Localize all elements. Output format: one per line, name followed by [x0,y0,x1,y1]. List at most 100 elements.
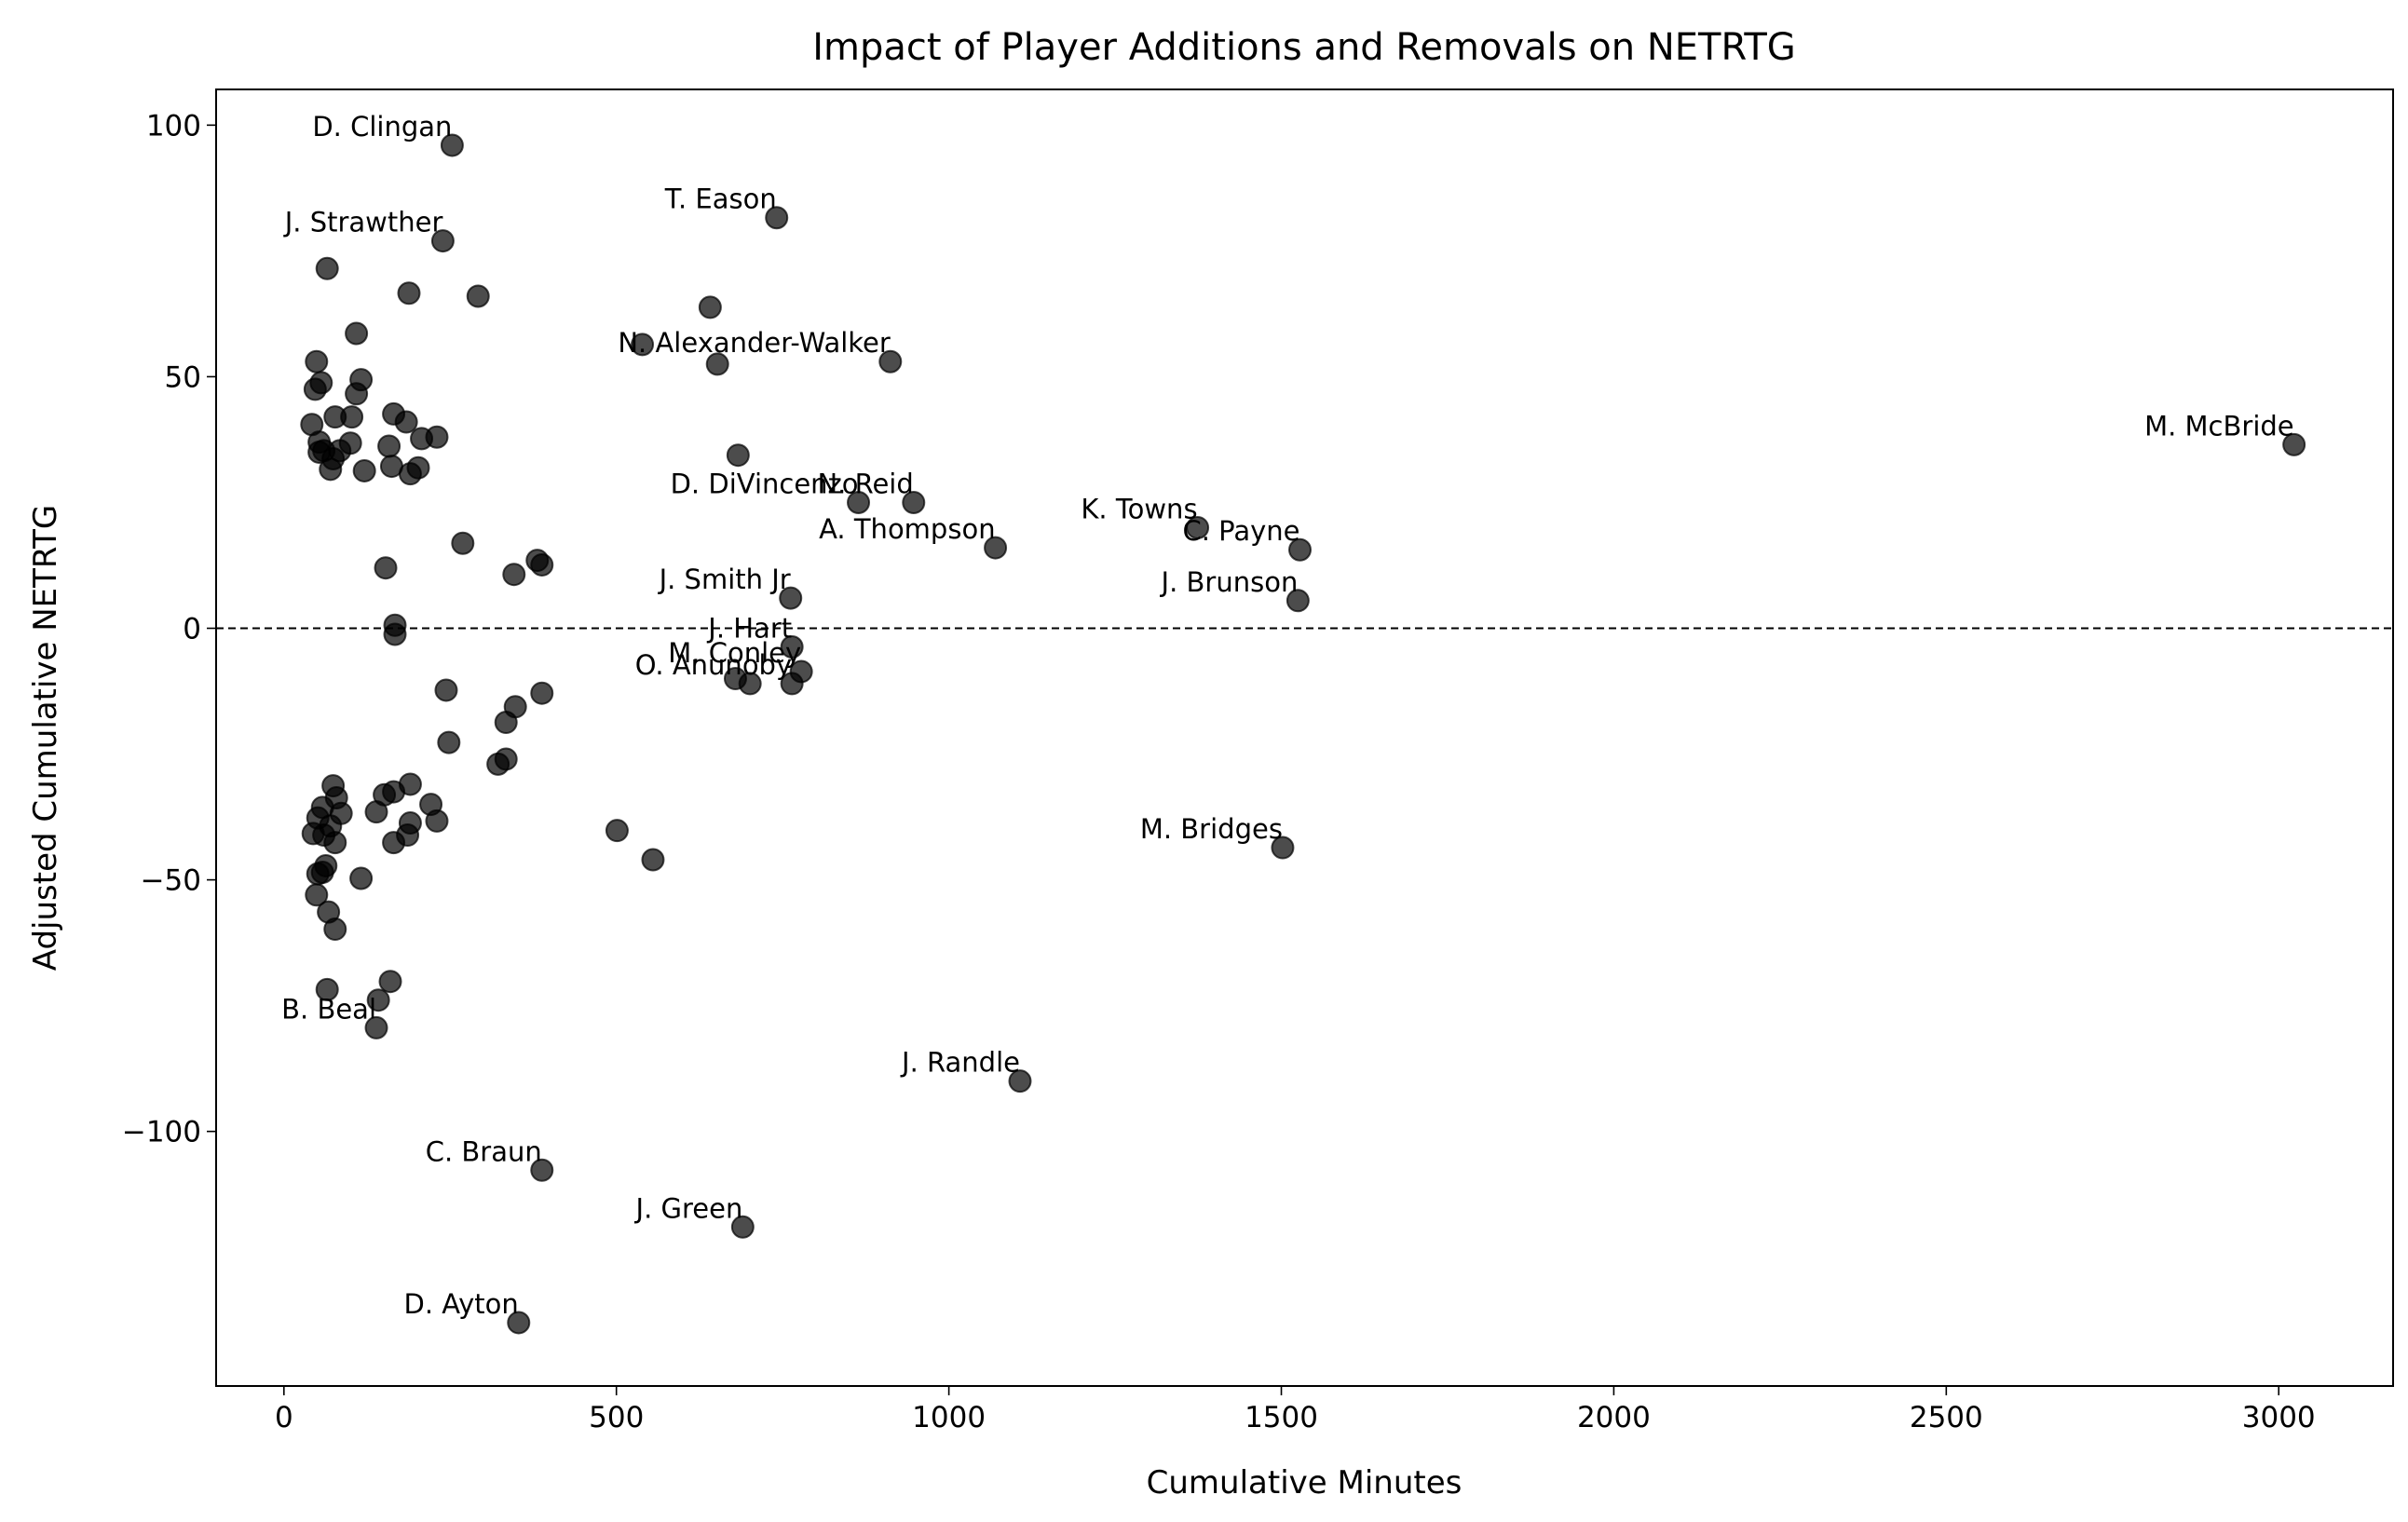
data-point [530,681,554,705]
data-point [705,352,729,376]
data-point [430,229,455,253]
point-label: O. Anunoby [635,649,792,681]
data-point [779,586,803,610]
data-point [780,672,804,696]
data-point [364,1015,388,1040]
data-point [2282,432,2306,456]
data-point [780,635,804,659]
point-label: B. Beal [281,993,376,1025]
point-label: C. Braun [426,1135,542,1167]
data-point [345,382,369,406]
point-label: T. Eason [664,183,777,215]
data-point [397,281,421,306]
data-point [398,462,422,486]
x-tick-label: 500 [589,1401,644,1434]
data-point [345,321,369,346]
data-point [878,349,903,374]
data-point [1286,589,1310,613]
data-point [315,256,339,280]
y-tick-label: −50 [141,864,201,898]
data-point [434,678,458,702]
y-axis-label: Adjusted Cumulative NETRTG [27,505,64,971]
plot-frame [215,88,2394,1387]
point-label: D. Ayton [403,1288,518,1320]
point-label: J. Hart [706,613,792,645]
data-point [1186,515,1210,539]
x-tick-label: 2500 [1910,1401,1983,1434]
point-label: N. Alexander-Walker [618,327,891,359]
y-tick-label: −100 [122,1116,201,1149]
data-point [319,457,343,482]
point-label: J. Smith Jr [658,564,791,595]
data-point [605,819,629,843]
data-point [451,531,475,555]
data-point [641,848,665,872]
point-label: A. Thompson [819,513,996,545]
data-point [349,866,374,890]
y-tick-label: 50 [165,360,201,394]
data-point [1271,836,1295,860]
data-point [726,443,750,468]
point-label: M. McBride [2144,410,2294,442]
x-tick-label: 3000 [2242,1401,2316,1434]
data-point [305,883,329,907]
data-point [847,490,871,514]
data-point [410,427,434,451]
point-label: D. Clingan [312,111,452,143]
data-point [323,831,347,855]
data-point [374,556,398,580]
point-label: M. Conley [668,637,801,669]
data-point [323,917,347,942]
data-point [305,349,329,374]
data-point [530,1158,554,1182]
data-point [466,284,490,308]
data-point [765,206,789,230]
data-point [730,1215,755,1239]
data-point [698,295,722,319]
chart-title: Impact of Player Additions and Removals … [812,26,1796,69]
x-tick-label: 1500 [1245,1401,1318,1434]
data-point [738,672,762,696]
x-tick-label: 1000 [912,1401,986,1434]
data-point [383,622,407,646]
point-label: J. Randle [900,1047,1020,1079]
data-point [902,490,926,514]
point-label: N. Reid [817,468,913,499]
point-label: K. Towns [1081,493,1197,524]
y-tick-label: 0 [183,613,201,646]
data-point [377,434,401,458]
data-point [1008,1069,1032,1094]
data-point [631,333,655,357]
data-point [486,752,510,776]
data-point [378,970,402,994]
data-point [303,377,327,401]
x-tick-label: 2000 [1577,1401,1651,1434]
point-label: J. Brunson [1160,566,1299,598]
data-point [530,552,554,577]
x-axis-label: Cumulative Minutes [1147,1464,1462,1502]
point-label: J. Green [634,1192,743,1224]
data-point [315,977,339,1001]
point-label: M. Bridges [1140,813,1283,845]
data-point [366,988,390,1012]
data-point [507,1311,531,1335]
point-label: C. Payne [1182,515,1299,547]
point-label: D. DiVincenzo [671,468,859,499]
data-point [364,800,388,824]
data-point [340,405,364,429]
data-point [394,410,418,434]
x-tick-label: 0 [275,1401,293,1434]
data-point [984,536,1008,560]
data-point [440,133,464,157]
data-point [494,711,518,735]
data-point [306,862,330,886]
data-point [425,809,449,833]
data-point [437,730,461,754]
y-tick-label: 100 [146,109,201,143]
data-point [352,458,376,482]
data-point [502,563,526,587]
data-point [1288,537,1313,562]
point-label: J. Strawther [283,207,443,238]
